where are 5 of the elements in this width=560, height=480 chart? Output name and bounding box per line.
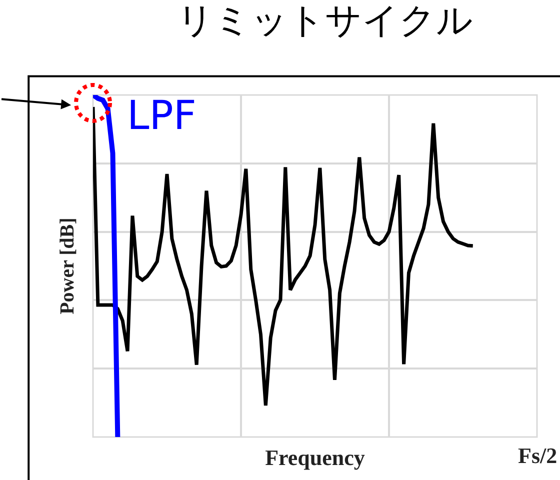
x-axis-title: Frequency [265,444,365,470]
series-label: LPF [127,93,196,139]
chart-title: リミットサイクル [176,0,473,42]
text: Fs/2 [518,443,558,468]
y-axis-title: Power [dB] [56,218,78,314]
